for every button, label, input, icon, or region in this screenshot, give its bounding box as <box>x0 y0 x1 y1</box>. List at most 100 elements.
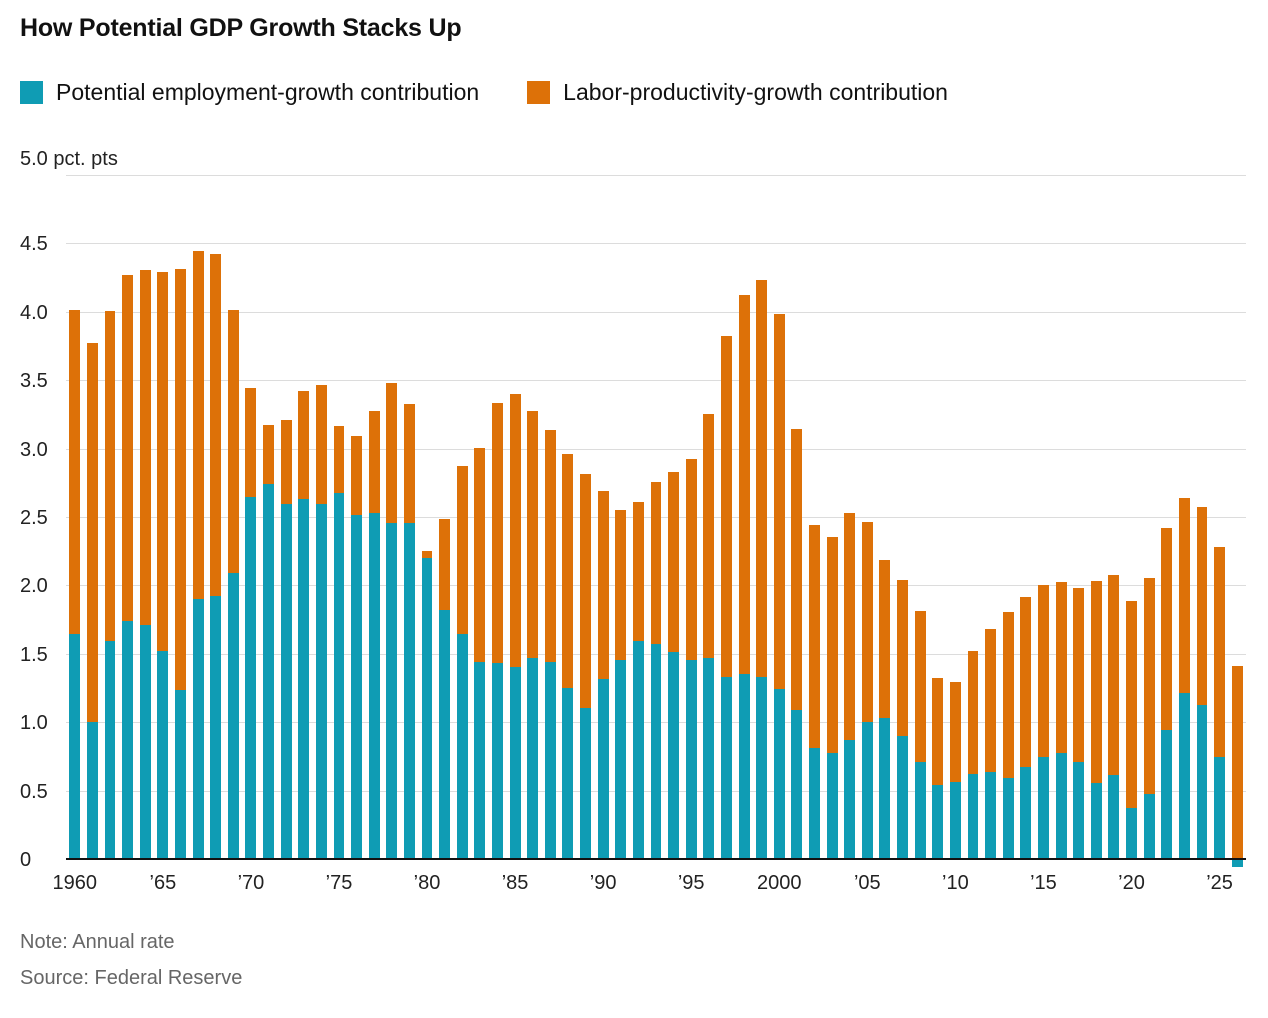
bar-segment-2001 <box>791 709 803 860</box>
x-tick-label-2000: 2000 <box>757 872 802 894</box>
y-tick-label: 0.5 <box>20 780 48 803</box>
bar-segment-2008 <box>914 761 926 860</box>
bar-segment-1960 <box>69 310 81 635</box>
bar-segment-1966 <box>175 269 186 691</box>
bar-segment-1963 <box>122 274 134 621</box>
bar-segment-2006 <box>879 717 891 860</box>
y-tick-label: 4.0 <box>20 301 48 324</box>
bar-segment-2023 <box>1178 497 1190 694</box>
bar-segment-2004 <box>844 512 856 740</box>
bar-segment-1977 <box>368 512 380 860</box>
gridline <box>66 243 1246 245</box>
bar-segment-1962 <box>104 641 116 860</box>
bar-segment-2016 <box>1055 582 1067 754</box>
plot-area <box>66 175 1246 867</box>
bar-segment-1975 <box>333 426 345 494</box>
bar-segment-1997 <box>720 676 732 860</box>
bar-segment-1971 <box>263 425 274 484</box>
bar-segment-2002 <box>809 524 820 748</box>
bar-segment-2026 <box>1231 860 1243 867</box>
chart-area: 0 0.5 1.0 1.5 2.0 2.5 3.0 3.5 4.0 4.5 <box>20 175 1246 870</box>
x-tick-label-1990: ’90 <box>589 872 617 894</box>
bar-segment-2024 <box>1196 705 1208 860</box>
bar-segment-1991 <box>615 509 627 661</box>
bar-segment-1982 <box>456 466 468 635</box>
bar-segment-1969 <box>227 310 239 573</box>
y-tick-label: 3.5 <box>20 370 48 393</box>
bar-segment-1975 <box>333 493 345 860</box>
bar-segment-1971 <box>263 483 274 860</box>
bar-segment-2007 <box>897 735 908 860</box>
bar-segment-1988 <box>562 687 574 860</box>
bar-segment-1979 <box>403 523 415 860</box>
bar-segment-2010 <box>949 782 961 860</box>
bar-segment-1984 <box>492 403 503 664</box>
bar-segment-2000 <box>773 314 785 689</box>
bar-segment-2020 <box>1126 601 1137 809</box>
bar-segment-1961 <box>86 342 98 722</box>
legend-item-productivity: Labor-productivity-growth contribution <box>527 79 948 106</box>
bar-segment-2022 <box>1161 527 1173 731</box>
bar-segment-1985 <box>509 667 521 860</box>
bar-segment-2012 <box>985 772 997 860</box>
bar-segment-1986 <box>527 657 539 860</box>
bar-segment-2019 <box>1108 775 1120 860</box>
bar-segment-1997 <box>720 336 732 677</box>
bar-segment-1990 <box>597 679 609 860</box>
gridline <box>66 448 1246 450</box>
bar-segment-1974 <box>315 385 327 505</box>
bar-segment-1998 <box>738 673 750 860</box>
bar-segment-1969 <box>227 572 239 860</box>
x-tick-label-1985: ’85 <box>501 872 529 894</box>
bar-segment-1962 <box>104 311 116 642</box>
y-axis: 0 0.5 1.0 1.5 2.0 2.5 3.0 3.5 4.0 4.5 <box>20 176 66 870</box>
footnotes: Note: Annual rate Source: Federal Reserv… <box>20 924 1246 996</box>
bar-segment-1982 <box>456 634 468 860</box>
bar-segment-1968 <box>210 595 222 860</box>
bar-segment-2009 <box>932 784 944 860</box>
y-tick-label: 2.5 <box>20 507 48 529</box>
y-axis-unit-label: 5.0 pct. pts <box>20 148 118 170</box>
bar-segment-2013 <box>1002 777 1014 860</box>
bar-segment-2025 <box>1214 757 1226 860</box>
bar-segment-2003 <box>826 753 838 860</box>
legend-label-employment: Potential employment-growth contribution <box>56 79 480 105</box>
bar-segment-1963 <box>122 620 134 860</box>
bar-segment-1995 <box>685 459 697 661</box>
bar-segment-1986 <box>527 411 539 658</box>
bar-segment-2017 <box>1073 761 1085 860</box>
x-tick-label-1975: ’75 <box>325 872 353 894</box>
bar-segment-2005 <box>861 522 873 722</box>
bar-segment-2014 <box>1020 766 1032 860</box>
bar-segment-1993 <box>650 482 662 644</box>
bar-segment-2019 <box>1108 575 1120 776</box>
bar-segment-1970 <box>245 388 257 498</box>
bar-segment-2018 <box>1090 783 1102 860</box>
legend: Potential employment-growth contribution… <box>20 79 1246 106</box>
bar-segment-2021 <box>1143 578 1155 795</box>
x-axis-row: 1960 ’65 ’70 ’75 ’80 ’85 ’90 ’95 2000 ’05 ’10 ’15 ’2… <box>20 860 1246 904</box>
chart-page: How Potential GDP Growth Stacks Up Poten… <box>20 14 1246 996</box>
bar-segment-1999 <box>756 279 768 677</box>
bar-segment-1990 <box>597 490 609 680</box>
bar-segment-2001 <box>791 429 803 710</box>
bar-segment-1989 <box>580 474 591 709</box>
bar-segment-1967 <box>192 251 204 599</box>
bar-segment-2026 <box>1231 665 1243 860</box>
y-tick-label: 1.5 <box>20 643 48 666</box>
bar-segment-2002 <box>809 747 820 860</box>
bar-segment-2012 <box>985 628 997 773</box>
x-tick-label-1965: ’65 <box>149 872 177 894</box>
bar-segment-1972 <box>280 504 292 860</box>
bar-segment-1993 <box>650 643 662 860</box>
bar-segment-1973 <box>298 498 310 860</box>
bar-segment-1981 <box>439 519 451 610</box>
x-tick-label-2015: ’15 <box>1030 872 1057 894</box>
x-tick-label-1960: 1960 <box>52 872 98 894</box>
bar-segment-1964 <box>139 270 151 625</box>
y-tick-label: 0 <box>20 849 32 871</box>
chart-title: How Potential GDP Growth Stacks Up <box>20 14 462 42</box>
gridline <box>66 380 1246 382</box>
bar-segment-2015 <box>1038 585 1049 758</box>
bar-segment-1985 <box>509 393 521 668</box>
